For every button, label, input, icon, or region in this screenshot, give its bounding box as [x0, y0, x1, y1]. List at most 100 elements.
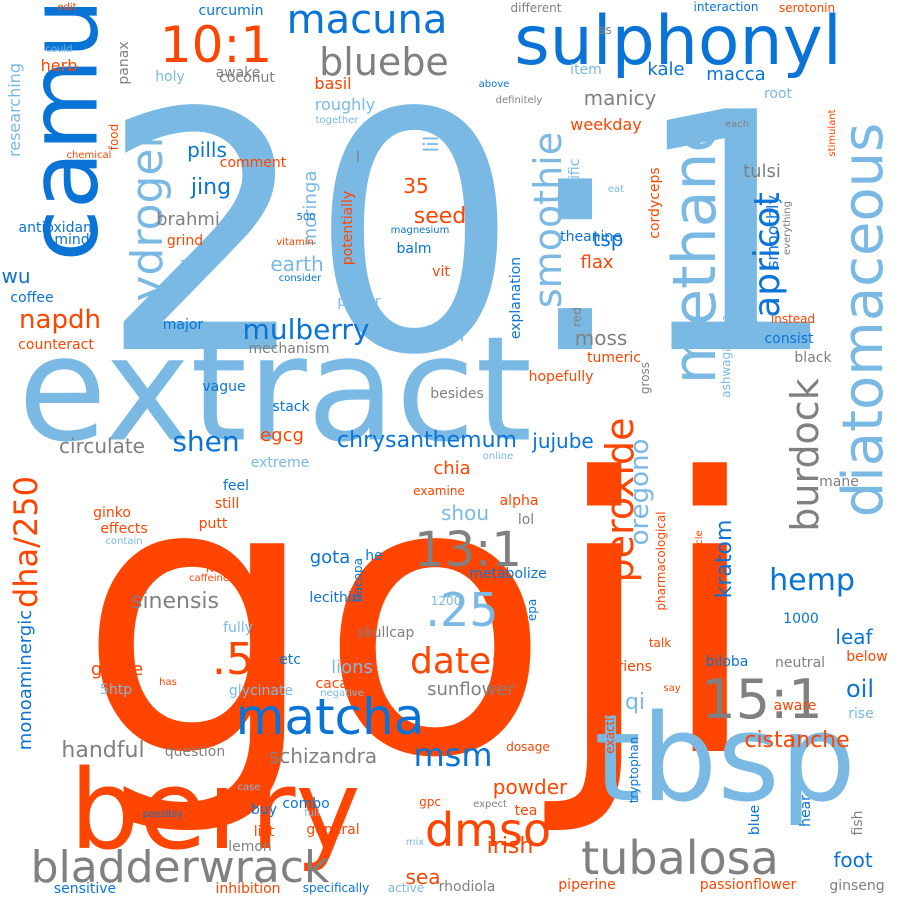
- word-weekday: weekday: [570, 115, 642, 134]
- word-effects: effects: [100, 521, 148, 537]
- word-vitamin: vitamin: [276, 237, 314, 248]
- word-chia: chia: [433, 458, 471, 479]
- word-vague: vague: [202, 379, 246, 395]
- word-alpha: alpha: [499, 493, 539, 509]
- word-1000: 1000: [783, 611, 819, 627]
- word-full: full: [304, 808, 320, 819]
- word-piperine: piperine: [558, 877, 616, 893]
- word-aware: aware: [773, 698, 817, 714]
- word-15-1: 15:1: [701, 668, 823, 731]
- word-caffeine: caffeine: [189, 573, 229, 584]
- word-gota: gota: [309, 547, 351, 568]
- word-pruriens: pruriens: [594, 659, 652, 675]
- word-as: as: [598, 23, 612, 37]
- word-sulphonyl: sulphonyl: [514, 2, 842, 81]
- word-handful: handful: [61, 738, 145, 763]
- word-theanine: theanine: [560, 229, 622, 245]
- word-consider: consider: [278, 273, 322, 284]
- word-each: each: [724, 119, 750, 130]
- word-smoothie: smoothie: [526, 131, 570, 309]
- word-lecithin: lecithin: [309, 590, 361, 606]
- word-root: root: [763, 86, 793, 102]
- word-negative: negative: [320, 688, 364, 699]
- word-stack: stack: [272, 399, 310, 415]
- word-flax: flax: [580, 252, 614, 273]
- word-sunflower: sunflower: [427, 679, 515, 700]
- word-wu: wu: [1, 264, 31, 288]
- word-moringa: moringa: [300, 170, 321, 246]
- word-food: food: [107, 123, 121, 151]
- word-macuna: macuna: [286, 0, 448, 43]
- word-magnesium: magnesium: [390, 225, 450, 236]
- word-interaction: interaction: [693, 0, 759, 14]
- word-balm: balm: [396, 241, 432, 257]
- word-10-1: 10:1: [159, 16, 273, 74]
- word-tsp: tsp: [592, 227, 624, 251]
- word-mulberry: mulberry: [242, 313, 370, 346]
- word-bacopa: bacopa: [351, 558, 365, 602]
- word-methane: methane: [660, 115, 730, 385]
- word-combo: combo: [282, 796, 330, 812]
- word-definitely: definitely: [495, 95, 543, 106]
- word-black: black: [794, 350, 832, 366]
- word-shen: shen: [172, 425, 240, 458]
- word-gpc: gpc: [419, 795, 441, 809]
- word-case: case: [237, 782, 261, 793]
- word-pills: pills: [187, 138, 227, 162]
- word-500: 500: [296, 212, 316, 223]
- word-shou: shou: [440, 501, 490, 525]
- word-macca: macca: [706, 64, 766, 85]
- word-fish: fish: [850, 810, 866, 836]
- word-bladderwrack: bladderwrack: [30, 842, 330, 893]
- word-skullcap: skullcap: [357, 625, 415, 641]
- word-schizandra: schizandra: [268, 744, 378, 768]
- word-cistanche: cistanche: [744, 728, 850, 753]
- word-cordyceps: cordyceps: [647, 167, 663, 239]
- word-glycinate: glycinate: [228, 683, 294, 699]
- word-20-1: 20:1: [99, 43, 841, 427]
- word-ginko: ginko: [93, 505, 131, 521]
- word-antioxidant: antioxidant: [18, 220, 98, 236]
- word-hemp: hemp: [769, 563, 855, 598]
- word-kratom: kratom: [712, 519, 737, 599]
- word-awake: awake: [215, 65, 261, 81]
- word-different: different: [510, 1, 562, 15]
- word-grind: grind: [166, 233, 204, 249]
- word-he: he: [365, 548, 383, 564]
- word-counteract: counteract: [18, 337, 94, 353]
- word-tea: tea: [514, 803, 538, 819]
- word-burdock: burdock: [783, 378, 827, 532]
- word-curcumin: curcumin: [198, 3, 264, 19]
- word-passionflower: passionflower: [699, 877, 797, 893]
- word-list: list: [253, 824, 275, 840]
- word-active: active: [387, 881, 425, 895]
- word-blue: blue: [747, 804, 763, 836]
- word-mix: mix: [405, 837, 425, 848]
- word-mane: mane: [819, 474, 859, 490]
- word-35: 35: [403, 174, 429, 198]
- word-oil: oil: [845, 675, 875, 703]
- word-putt: putt: [198, 516, 228, 532]
- word-red: red: [570, 307, 584, 327]
- word-eat: eat: [607, 184, 625, 195]
- word-dha-250: dha/250: [7, 475, 45, 609]
- word-goji: goji: [77, 398, 763, 841]
- word-tbsp: tbsp: [594, 690, 856, 829]
- word-consist: consist: [764, 331, 814, 347]
- word-item: item: [570, 62, 602, 78]
- word-rise: rise: [848, 706, 874, 722]
- word-grade: grade: [90, 659, 144, 680]
- word-fully: fully: [223, 620, 253, 636]
- word-explanation: explanation: [508, 256, 524, 340]
- word-buy: buy: [250, 802, 278, 818]
- word-dmso: dmso: [424, 803, 552, 857]
- word-holy: holy: [155, 69, 185, 85]
- word-stimulant: stimulant: [827, 109, 838, 157]
- word-foot: foot: [833, 848, 873, 872]
- word-ashwagandha: ashwagandha: [719, 314, 733, 398]
- word-methyl: methyl: [395, 322, 465, 346]
- word-exactly: exactly: [603, 710, 617, 754]
- word-vit: vit: [432, 264, 450, 280]
- word-5htp: 5htp: [99, 682, 133, 698]
- word-neutral: neutral: [774, 655, 826, 671]
